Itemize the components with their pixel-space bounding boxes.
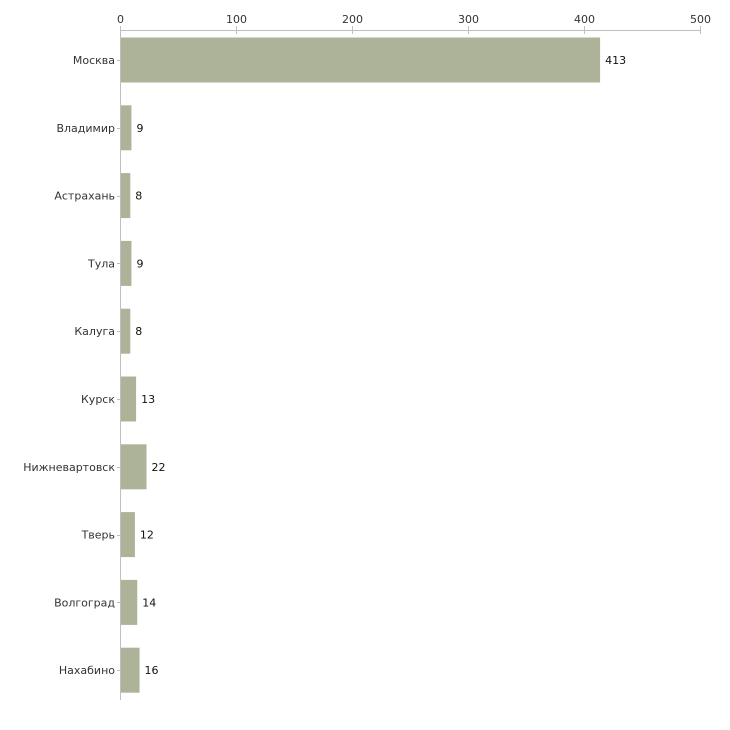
value-label: 16 — [145, 664, 159, 677]
category-label: Курск — [81, 393, 115, 406]
bar — [121, 512, 135, 558]
bar — [121, 444, 147, 490]
value-label: 8 — [135, 325, 142, 338]
bar — [121, 240, 132, 286]
value-label: 9 — [136, 122, 143, 135]
x-tick-label: 400 — [574, 13, 595, 26]
x-tick-label: 500 — [690, 13, 711, 26]
labels: Москва 413 Владимир 9 Астрахань 8 Тула 9 Калуга 8… — [23, 54, 626, 677]
x-tick-label: 300 — [458, 13, 479, 26]
value-label: 13 — [141, 393, 155, 406]
x-axis-ticks: 0 100 200 300 400 500 — [117, 13, 711, 34]
category-label: Нахабино — [59, 664, 115, 677]
bar — [121, 376, 137, 422]
category-label: Астрахань — [54, 190, 115, 203]
category-label: Тула — [87, 257, 115, 270]
value-label: 9 — [136, 257, 143, 270]
category-label: Волгоград — [54, 596, 115, 609]
bar — [121, 105, 132, 151]
bars — [121, 37, 601, 693]
bar — [121, 647, 140, 693]
x-tick-label: 200 — [342, 13, 363, 26]
value-label: 14 — [142, 596, 156, 609]
value-label: 8 — [135, 190, 142, 203]
category-label: Владимир — [56, 122, 115, 135]
category-label: Москва — [73, 54, 115, 67]
bar — [121, 173, 131, 219]
value-label: 413 — [605, 54, 626, 67]
category-label: Тверь — [81, 529, 115, 542]
category-label: Нижневартовск — [23, 461, 115, 474]
value-label: 12 — [140, 529, 154, 542]
bar — [121, 308, 131, 354]
category-label: Калуга — [74, 325, 115, 338]
bar — [121, 579, 138, 625]
value-label: 22 — [152, 461, 166, 474]
bar — [121, 37, 601, 83]
x-tick-label: 100 — [226, 13, 247, 26]
x-tick-label: 0 — [117, 13, 124, 26]
